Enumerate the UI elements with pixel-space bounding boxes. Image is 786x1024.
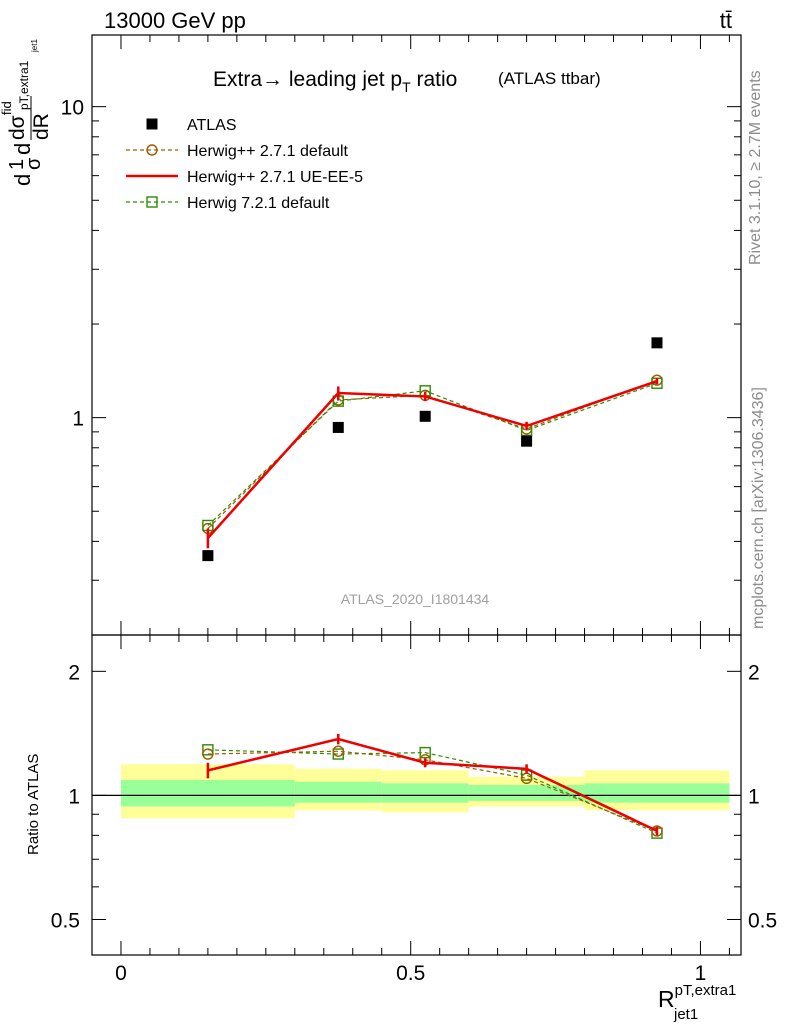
main-point-atlas xyxy=(651,337,663,349)
ratio-y-tick-label-left: 0.5 xyxy=(51,909,80,932)
main-axis-ticks: 1 10 xyxy=(61,35,741,636)
main-plot-panel: 1 10 Extra→ leading jet pT ratio (ATLAS t… xyxy=(0,34,742,636)
ratio-y-tick-label-left: 1 xyxy=(68,785,80,808)
rivet-version-label: Rivet 3.1.10, ≥ 2.7M events xyxy=(747,70,764,265)
ratio-y-tick-label-left: 2 xyxy=(68,661,80,684)
main-point-atlas xyxy=(419,410,431,422)
header-energy-label: 13000 GeV pp xyxy=(104,8,246,33)
ratio-y-tick-label-right: 2 xyxy=(748,661,760,684)
ratio-point-herwig7_default xyxy=(332,748,344,760)
ylabel-sub2: jet1 xyxy=(30,39,39,53)
mcplots-label: mcplots.cern.ch [arXiv:1306.3436] xyxy=(750,387,767,629)
title-rest: leading jet p xyxy=(283,68,402,91)
ylabel-d2: d xyxy=(10,143,35,155)
title-end: ratio xyxy=(411,68,458,91)
header-process-label: tt̄ xyxy=(720,8,732,33)
main-point-atlas xyxy=(202,550,214,562)
ratio-band-inner xyxy=(584,783,730,803)
ratio-x-tick-label: 0 xyxy=(115,962,127,985)
ylabel-one: 1 xyxy=(6,159,28,170)
xlabel-subscript: jet1 xyxy=(673,1006,698,1023)
ylabel-fid: fid xyxy=(0,101,14,115)
title-subscript: T xyxy=(402,79,411,95)
ylabel-d1: d xyxy=(10,174,35,186)
legend-label-herwig_pp_ueee5: Herwig++ 2.7.1 UE-EE-5 xyxy=(187,169,363,186)
ratio-band-inner xyxy=(468,784,585,801)
legend-label-atlas: ATLAS xyxy=(187,117,237,134)
ylabel-dR: dR xyxy=(30,113,53,140)
ratio-y-tick-label-right: 1 xyxy=(748,785,760,808)
ratio-plot-marks xyxy=(202,733,663,839)
ratio-band-inner xyxy=(294,781,382,803)
ratio-x-axis-label: RpT,extra1 xyxy=(658,982,736,1012)
xlabel-superscript: pT,extra1 xyxy=(675,982,737,999)
legend-marker-herwig_pp_default xyxy=(146,144,158,156)
ratio-point-herwig_pp_default xyxy=(202,748,214,760)
ratio-x-tick-label: 1 xyxy=(695,962,707,985)
ratio-point-herwig_pp_default xyxy=(332,745,344,757)
ratio-band-inner xyxy=(120,779,295,807)
main-y-tick-label: 1 xyxy=(72,408,84,431)
title-arrow: → xyxy=(262,68,283,91)
ratio-band-inner xyxy=(381,783,469,803)
ratio-plot-frame xyxy=(91,634,742,956)
xlabel-main: R xyxy=(658,986,675,1012)
ylabel-sigma: σ xyxy=(23,157,45,170)
ylabel-sub: pT,extra1 xyxy=(17,60,31,110)
ratio-point-herwig7_default xyxy=(202,744,214,756)
ratio-uncertainty-bands xyxy=(92,764,741,819)
ylabel-dsigma: dσ xyxy=(6,115,29,140)
main-plot-marks xyxy=(202,337,663,562)
main-chart-title: Extra→ leading jet pT ratio xyxy=(213,68,457,95)
ratio-point-herwig_pp_default xyxy=(651,825,663,837)
ratio-axis-ticks: 0.5 0.5 1 1 2 2 0 0.5 1 xyxy=(51,635,777,985)
legend-marker-atlas xyxy=(146,118,158,130)
ratio-y-axis-label: Ratio to ATLAS xyxy=(25,754,42,855)
main-y-axis-label: d 1 σ d dσ fid pT,extra1 jet1 dR xyxy=(0,39,53,186)
ratio-plot-panel: 0.5 0.5 1 1 2 2 0 0.5 1 Ratio to ATLAS RpT,extra… xyxy=(25,634,777,1023)
ratio-point-herwig7_default xyxy=(419,746,431,759)
ratio-x-tick-label: 0.5 xyxy=(396,962,425,985)
legend-marker-herwig7_default xyxy=(146,196,158,208)
ratio-y-tick-label-right: 0.5 xyxy=(748,909,777,932)
legend-label-herwig_pp_default: Herwig++ 2.7.1 default xyxy=(187,143,349,160)
main-line-herwig_pp_ueee5 xyxy=(206,379,658,539)
main-y-tick-label: 10 xyxy=(61,97,84,120)
title-main: Extra xyxy=(213,68,262,91)
main-point-atlas xyxy=(332,421,344,433)
legend: ATLAS Herwig++ 2.7.1 default Herwig++ 2.7.… xyxy=(126,117,363,212)
analysis-watermark: ATLAS_2020_I1801434 xyxy=(341,591,490,607)
main-point-atlas xyxy=(521,435,533,447)
main-chart-title-suffix: (ATLAS ttbar) xyxy=(498,69,601,88)
main-line-herwig_pp_default xyxy=(207,379,658,529)
legend-label-herwig7_default: Herwig 7.2.1 default xyxy=(187,195,330,212)
